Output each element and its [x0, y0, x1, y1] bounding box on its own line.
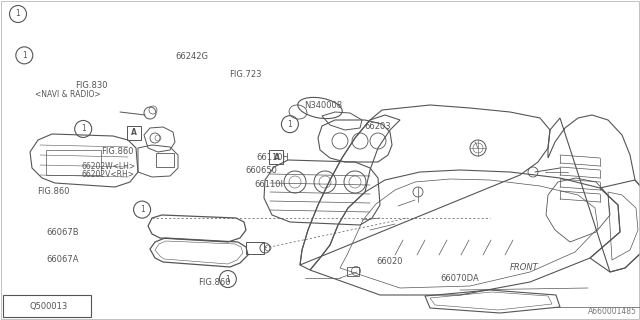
Text: 1: 1 [81, 124, 86, 133]
Text: A: A [131, 128, 138, 137]
Text: 1: 1 [15, 10, 20, 19]
Text: 66202V<RH>: 66202V<RH> [82, 170, 135, 179]
Text: 66202W<LH>: 66202W<LH> [82, 162, 136, 171]
Text: 1: 1 [287, 120, 292, 129]
Text: A660001485: A660001485 [588, 308, 637, 316]
Text: FIG.860: FIG.860 [101, 148, 134, 156]
Text: 66242G: 66242G [175, 52, 209, 61]
Text: FIG.860: FIG.860 [198, 278, 231, 287]
Text: FIG.723: FIG.723 [229, 70, 262, 79]
Text: 1: 1 [140, 205, 145, 214]
Text: FIG.860: FIG.860 [37, 187, 70, 196]
Text: 1: 1 [22, 51, 27, 60]
Text: FRONT: FRONT [509, 263, 538, 272]
Text: 66110I: 66110I [254, 180, 283, 189]
Text: A: A [273, 153, 280, 162]
Text: 66020: 66020 [376, 257, 403, 266]
Text: 66067B: 66067B [46, 228, 79, 237]
Text: 1: 1 [225, 275, 230, 284]
Text: 66070DA: 66070DA [440, 274, 479, 283]
Text: 66203: 66203 [365, 122, 392, 131]
Text: 660650: 660650 [245, 166, 277, 175]
Bar [127, 126, 141, 140]
Text: Q500013: Q500013 [30, 301, 68, 310]
Bar [269, 150, 284, 164]
Text: FIG.830: FIG.830 [76, 81, 108, 90]
Text: <NAVI & RADIO>: <NAVI & RADIO> [35, 90, 101, 99]
Text: 66110H: 66110H [256, 153, 289, 162]
Text: N340008: N340008 [304, 101, 342, 110]
Text: 66067A: 66067A [46, 255, 79, 264]
Bar [3, 295, 91, 317]
